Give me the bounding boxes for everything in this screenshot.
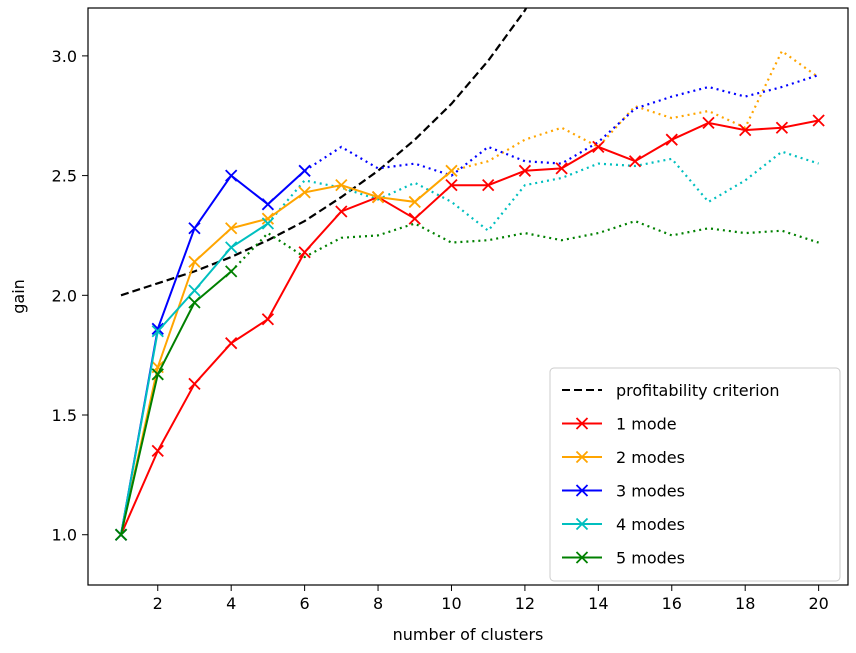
legend-label: profitability criterion [616, 381, 780, 400]
legend-label: 2 modes [616, 448, 685, 467]
x-tick-label: 2 [153, 594, 163, 613]
x-axis-label: number of clusters [393, 625, 544, 644]
series-2-solid-line [120, 170, 453, 535]
series-2-marker [261, 212, 275, 225]
x-tick-label: 16 [662, 594, 682, 613]
series-2-marker [371, 191, 385, 204]
plot-area [114, 8, 825, 541]
x-tick-label: 6 [300, 594, 310, 613]
series-1-marker [555, 162, 568, 175]
series-1-marker [188, 377, 201, 391]
y-axis-label: gain [9, 279, 28, 314]
axis-ticks: 2 4 6 8 10 12 14 16 18 20 1.0 1.5 2.0 2.5 3.0 [52, 47, 829, 613]
series-1-marker [261, 313, 275, 326]
series-2-marker [335, 179, 348, 192]
legend-label: 3 modes [616, 482, 685, 501]
series-1-solid-line [120, 119, 819, 536]
series-3-solid-line [120, 170, 306, 535]
legend-label: 1 mode [616, 415, 677, 434]
series-5-solid-line [120, 270, 232, 535]
series-5-marker [188, 296, 201, 309]
series-1-marker [408, 212, 421, 225]
x-tick-label: 18 [735, 594, 755, 613]
series-1-marker [665, 133, 678, 146]
series-1-marker [445, 179, 458, 192]
series-1-marker [592, 140, 605, 153]
x-tick-label: 10 [441, 594, 461, 613]
y-tick-label: 2.5 [52, 167, 77, 186]
x-tick-label: 20 [808, 594, 828, 613]
legend-label: 4 modes [616, 515, 685, 534]
series-1-marker [151, 444, 164, 458]
series-4-dotted-line [267, 150, 819, 233]
x-tick-label: 8 [373, 594, 383, 613]
series-3-marker [261, 198, 275, 211]
x-tick-label: 4 [226, 594, 236, 613]
series-5-marker [225, 265, 238, 278]
y-tick-label: 1.0 [52, 526, 77, 545]
series-2-dotted-line [451, 49, 820, 172]
series-3-marker [225, 169, 238, 182]
series-1-marker [628, 155, 642, 168]
series-3-marker [298, 164, 311, 177]
series-1-marker [298, 246, 311, 259]
series-4-marker [151, 325, 164, 338]
series-2-marker [225, 222, 238, 235]
series-5-marker [114, 528, 128, 541]
series-1-marker [739, 123, 752, 137]
legend-marker [575, 517, 589, 531]
x-tick-label: 14 [588, 594, 608, 613]
series-2-marker [445, 164, 458, 177]
series-1-marker [482, 179, 495, 192]
legend-marker [575, 551, 589, 564]
legend: profitability criterion 1 mode 2 modes 3 mo… [549, 367, 841, 582]
series-3-marker [151, 322, 164, 335]
series-3-marker [188, 222, 201, 235]
y-tick-label: 3.0 [52, 47, 77, 66]
legend-box [549, 367, 841, 582]
legend-marker [575, 417, 589, 430]
profitability-criterion-line [120, 8, 528, 297]
x-tick-label: 12 [515, 594, 535, 613]
legend-label: 5 modes [616, 549, 685, 568]
series-4-solid-line [120, 222, 269, 535]
series-1-marker [702, 116, 715, 130]
series-2-marker [298, 186, 311, 199]
y-tick-label: 2.0 [52, 286, 77, 305]
series-2-marker [408, 195, 421, 209]
series-1-marker [518, 164, 532, 177]
series-1-marker [225, 337, 238, 350]
series-5-dotted-line [230, 219, 819, 273]
y-tick-label: 1.5 [52, 406, 77, 425]
legend-marker [575, 484, 589, 497]
series-1-marker [335, 205, 348, 218]
series-2-marker [188, 255, 201, 268]
series-4-marker [188, 284, 201, 297]
series-5-marker [151, 368, 164, 381]
axes-frame [87, 7, 849, 586]
series-4-marker [225, 241, 238, 254]
series-1-marker [812, 114, 825, 127]
series-1-marker [775, 121, 789, 134]
series-4-marker [261, 217, 275, 230]
legend-marker [575, 450, 589, 464]
